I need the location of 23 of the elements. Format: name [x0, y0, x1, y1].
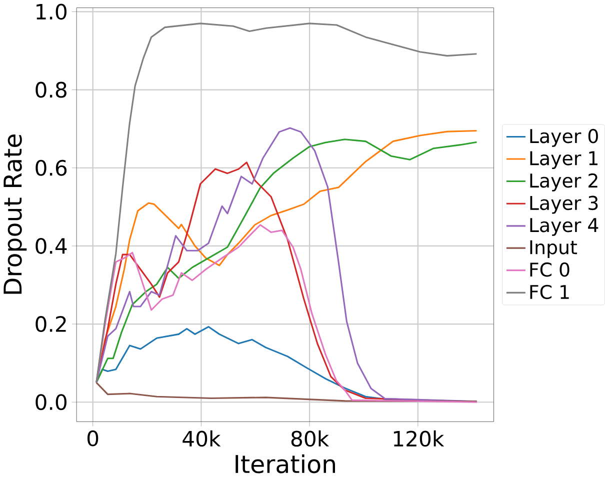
- x-axis-title: Iteration: [236, 454, 335, 474]
- line-series: [96, 224, 478, 403]
- x-tick-label: 40k: [182, 430, 221, 447]
- y-axis-title: Dropout Rate: [4, 134, 27, 294]
- legend-label: Input: [530, 240, 577, 258]
- legend-label: Layer 4: [530, 218, 598, 236]
- legend-label: Layer 2: [530, 173, 598, 192]
- y-tick-label: 0.8: [36, 82, 66, 98]
- y-tick-label: 0.2: [36, 316, 66, 332]
- y-tick-label: 0.4: [36, 238, 67, 254]
- y-tick-label: 0.6: [36, 160, 67, 176]
- legend-label: FC 1: [530, 284, 569, 300]
- line-series: [96, 22, 478, 384]
- legend-label: FC 0: [530, 262, 570, 277]
- y-tick-label: 1.0: [36, 4, 66, 20]
- line-series: [96, 382, 478, 402]
- legend-label: Layer 0: [530, 128, 598, 147]
- x-tick-label: 0: [88, 430, 98, 446]
- legend-label: Layer 1: [530, 151, 598, 170]
- x-tick-label: 80k: [291, 430, 330, 447]
- legend-label: Layer 3: [530, 196, 598, 214]
- x-tick-label: 120k: [394, 430, 444, 447]
- y-tick-label: 0.0: [36, 394, 66, 410]
